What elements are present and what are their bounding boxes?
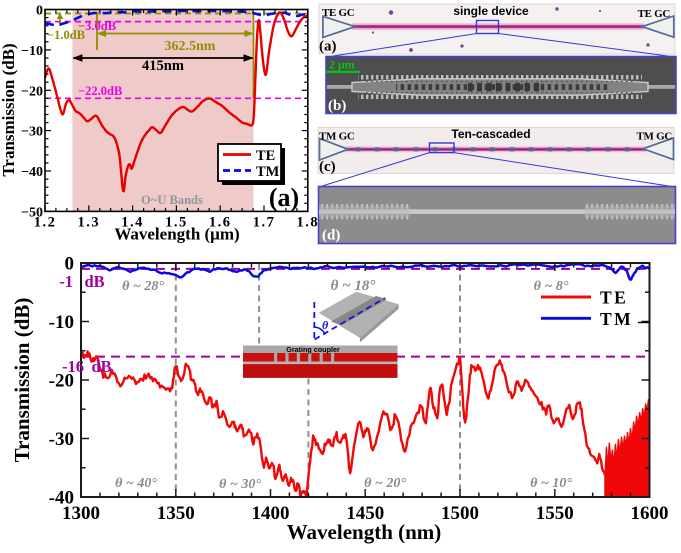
svg-text:dB: dB bbox=[92, 357, 112, 376]
svg-text:1550: 1550 bbox=[536, 503, 574, 524]
svg-text:TE GC: TE GC bbox=[322, 7, 355, 19]
svg-text:−10: −10 bbox=[21, 44, 43, 59]
svg-text:θ ~ 10°: θ ~ 10° bbox=[530, 476, 572, 491]
svg-text:TM GC: TM GC bbox=[637, 131, 673, 143]
svg-text:-1: -1 bbox=[59, 272, 73, 291]
svg-text:Ten-cascaded: Ten-cascaded bbox=[451, 127, 530, 141]
svg-text:1450: 1450 bbox=[346, 503, 384, 524]
svg-text:1350: 1350 bbox=[157, 503, 195, 524]
svg-text:−1.0dB: −1.0dB bbox=[47, 28, 85, 42]
svg-text:Wavelength (nm): Wavelength (nm) bbox=[287, 520, 442, 544]
svg-text:1300: 1300 bbox=[62, 503, 100, 524]
svg-text:−50: −50 bbox=[21, 205, 43, 220]
svg-text:θ: θ bbox=[322, 318, 329, 332]
svg-text:−20: −20 bbox=[21, 84, 43, 99]
svg-text:−22.0dB: −22.0dB bbox=[78, 84, 122, 98]
svg-text:1.3: 1.3 bbox=[77, 215, 100, 231]
svg-text:−30: −30 bbox=[21, 125, 43, 140]
svg-text:−40: −40 bbox=[21, 165, 43, 180]
svg-text:1.8: 1.8 bbox=[296, 215, 319, 231]
svg-text:(a): (a) bbox=[319, 39, 337, 55]
svg-text:415nm: 415nm bbox=[142, 58, 184, 74]
svg-text:0: 0 bbox=[36, 4, 43, 19]
svg-text:1600: 1600 bbox=[631, 503, 669, 524]
svg-text:1.5: 1.5 bbox=[165, 215, 188, 231]
svg-text:1.2: 1.2 bbox=[34, 215, 57, 231]
svg-text:1400: 1400 bbox=[252, 503, 290, 524]
svg-text:(c): (c) bbox=[319, 159, 336, 175]
svg-text:1500: 1500 bbox=[441, 503, 479, 524]
svg-text:362.5nm: 362.5nm bbox=[165, 39, 216, 54]
svg-text:Transmission (dB): Transmission (dB) bbox=[10, 298, 34, 463]
svg-text:-30: -30 bbox=[49, 429, 74, 450]
svg-text:(b): (b) bbox=[328, 98, 346, 114]
svg-text:1.6: 1.6 bbox=[209, 215, 232, 231]
svg-text:TE: TE bbox=[256, 148, 275, 164]
svg-text:0: 0 bbox=[65, 254, 75, 275]
svg-text:TE: TE bbox=[600, 288, 628, 308]
svg-text:TM: TM bbox=[600, 309, 633, 329]
svg-text:Transmission (dB): Transmission (dB) bbox=[0, 43, 18, 176]
svg-text:θ ~ 40°: θ ~ 40° bbox=[115, 476, 157, 491]
svg-text:TE GC: TE GC bbox=[638, 8, 671, 20]
svg-text:-10: -10 bbox=[49, 312, 74, 333]
svg-text:-40: -40 bbox=[49, 488, 74, 509]
svg-text:2 μm: 2 μm bbox=[329, 58, 355, 72]
svg-text:O~U Bands: O~U Bands bbox=[141, 193, 203, 207]
svg-text:θ ~ 20°: θ ~ 20° bbox=[364, 476, 406, 491]
svg-text:θ ~ 28°: θ ~ 28° bbox=[122, 279, 164, 294]
svg-text:1.7: 1.7 bbox=[253, 215, 276, 231]
svg-text:TM GC: TM GC bbox=[319, 131, 355, 143]
svg-text:θ ~ 18°: θ ~ 18° bbox=[331, 278, 376, 294]
svg-text:1.4: 1.4 bbox=[121, 215, 144, 231]
svg-text:(a): (a) bbox=[269, 183, 299, 212]
svg-text:-20: -20 bbox=[49, 371, 74, 392]
svg-text:(d): (d) bbox=[322, 228, 340, 244]
svg-text:Grating coupler: Grating coupler bbox=[286, 345, 340, 354]
svg-text:−3.0dB: −3.0dB bbox=[78, 19, 116, 33]
svg-text:-16: -16 bbox=[62, 357, 84, 376]
svg-text:θ ~ 30°: θ ~ 30° bbox=[219, 477, 261, 492]
svg-text:single device: single device bbox=[453, 4, 529, 18]
svg-text:TM: TM bbox=[256, 164, 280, 180]
svg-text:θ ~ 8°: θ ~ 8° bbox=[534, 279, 569, 294]
svg-text:dB: dB bbox=[85, 272, 105, 291]
svg-text:Wavelength (μm): Wavelength (μm) bbox=[114, 225, 239, 244]
